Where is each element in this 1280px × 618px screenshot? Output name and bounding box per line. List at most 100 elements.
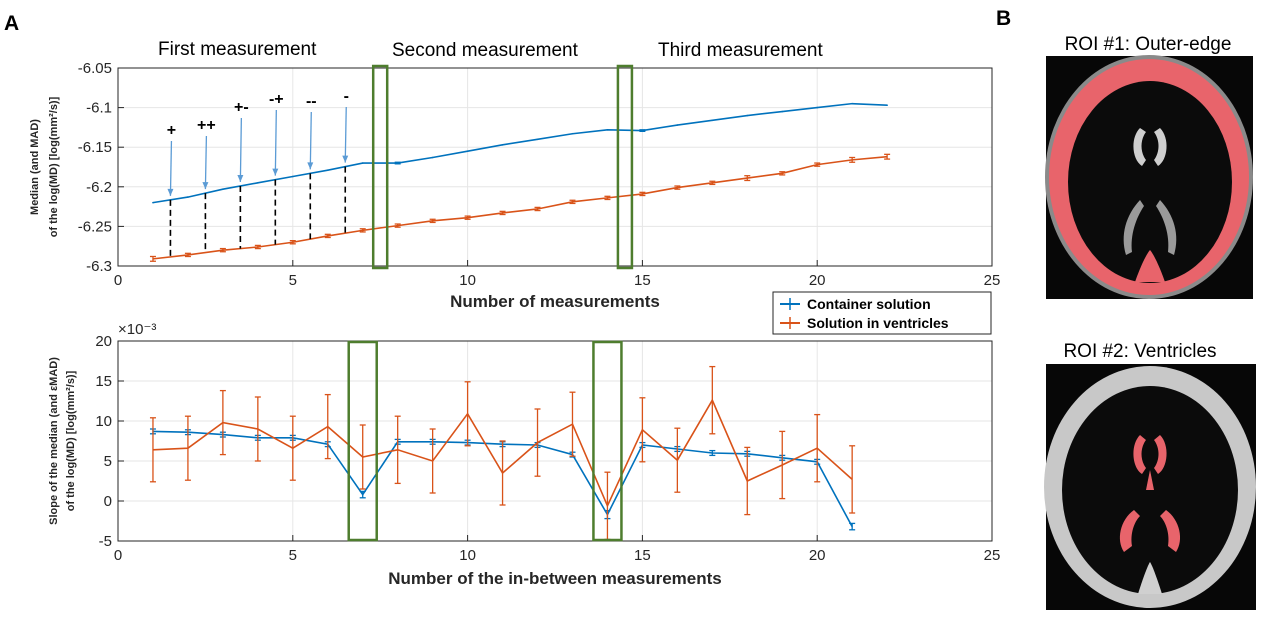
top-point-container	[292, 175, 294, 178]
bottom-x-tick-label: 5	[289, 547, 297, 564]
bottom-y-tick-label: 20	[95, 333, 112, 350]
bottom-y-tick-label: 5	[104, 453, 112, 470]
bottom-series	[149, 365, 856, 541]
top-highlight-box	[371, 64, 389, 270]
bottom-y-scale-label: ×10⁻³	[118, 321, 156, 338]
top-point-container	[606, 128, 609, 131]
bottom-x-axis-label: Number of the in-between measurements	[388, 569, 721, 588]
phase-title-third: Third measurement	[658, 40, 823, 61]
top-point-container	[501, 144, 504, 146]
top-point-container	[431, 156, 434, 159]
annotation-arrowhead	[272, 168, 279, 176]
annotation-arrow	[169, 140, 173, 196]
bottom-x-tick-label: 10	[459, 547, 476, 564]
top-point-container	[886, 104, 888, 107]
top-highlight-box	[616, 64, 634, 270]
top-ticks: 0 5 10 15 20 25 -6.05 -6.1 -6.15 -6.2 -6.25 -6.3	[78, 60, 1001, 289]
top-plot-frame	[117, 67, 993, 267]
bottom-highlight-box	[347, 340, 378, 542]
top-point-container	[326, 169, 329, 171]
annotation-arrowhead	[167, 188, 174, 196]
top-series-line-container	[152, 102, 888, 204]
bottom-y-tick-label: -5	[99, 533, 112, 550]
bottom-plot-frame	[117, 340, 993, 542]
top-chart: 0 5 10 15 20 25-6.05-6.1-6.15-6.2-6.25-6.3 + +…	[29, 60, 1000, 311]
top-x-axis-label: Number of measurements	[450, 292, 660, 311]
bottom-y-axis-label-line1: Slope of the median (and εMAD)	[48, 357, 60, 525]
top-y-tick-label: -6.2	[86, 179, 112, 196]
top-point-container	[257, 182, 259, 184]
annotation-sign: +	[167, 122, 176, 139]
bottom-y-axis-label-line2: of the log(MD) [log(mm²/s)]	[65, 370, 77, 511]
roi1-image	[1045, 55, 1253, 299]
top-point-container	[361, 162, 364, 164]
annotation-arrowhead	[237, 175, 244, 183]
annotation-sign: -+	[269, 91, 284, 108]
top-x-tick-label: 15	[634, 272, 651, 289]
top-point-container	[571, 132, 574, 135]
top-point-container	[816, 106, 818, 109]
annotation-sign: ++	[197, 117, 216, 134]
annotation-arrowhead	[342, 155, 349, 163]
top-x-tick-label: 5	[289, 272, 297, 289]
annotation-arrowhead	[202, 182, 209, 190]
bottom-x-tick-label: 0	[114, 547, 122, 564]
panel-label-a: A	[4, 12, 19, 35]
top-point-container	[781, 110, 784, 113]
bottom-x-tick-label: 20	[809, 547, 826, 564]
top-y-axis-label-line2: of the log(MD) [log(mm²/s)]	[48, 96, 60, 237]
panel-label-b: B	[996, 7, 1011, 30]
annotation-arrow	[204, 135, 208, 190]
bottom-highlight-box	[592, 340, 623, 542]
roi2-image	[1044, 364, 1256, 610]
top-y-axis-label-line1: Median (and MAD)	[29, 119, 41, 215]
bottom-grid	[117, 340, 993, 542]
top-point-container	[152, 201, 154, 204]
annotation-arrowhead	[307, 162, 314, 170]
top-point-container	[222, 188, 224, 190]
top-grid	[117, 67, 993, 267]
bottom-x-tick-label: 15	[634, 547, 651, 564]
top-series	[149, 102, 891, 262]
bottom-highlight-boxes	[347, 340, 623, 542]
annotation-arrow	[239, 117, 243, 183]
phase-title-second: Second measurement	[392, 40, 579, 61]
top-x-tick-label: 10	[459, 272, 476, 289]
top-point-container	[851, 102, 853, 105]
legend: Container solution Solution in ventricle…	[772, 291, 992, 335]
bottom-y-tick-label: 0	[104, 493, 112, 510]
annotation-sign: +-	[234, 99, 249, 116]
legend-box	[772, 291, 992, 335]
annotation-sign: -	[344, 88, 349, 105]
top-point-container	[746, 114, 749, 117]
top-point-container	[676, 124, 679, 126]
bottom-x-tick-label: 25	[984, 547, 1001, 564]
annotation-arrow	[309, 111, 312, 170]
legend-label-ventricles: Solution in ventricles	[807, 315, 949, 331]
top-y-tick-label: -6.15	[78, 139, 112, 156]
top-point-container	[536, 138, 539, 141]
top-series-line-ventricles	[152, 155, 888, 260]
top-annotations: + +++- -+ -- -	[167, 88, 349, 257]
bottom-y-tick-label: 15	[95, 373, 112, 390]
legend-label-container: Container solution	[807, 296, 931, 312]
annotation-arrow	[344, 106, 347, 163]
top-y-tick-label: -6.25	[78, 218, 112, 235]
top-point-container	[711, 119, 714, 122]
top-point-container	[187, 196, 189, 198]
top-x-tick-label: 25	[984, 272, 1001, 289]
top-y-tick-label: -6.3	[86, 258, 112, 275]
top-highlight-boxes	[371, 64, 634, 270]
top-y-tick-label: -6.1	[86, 100, 112, 117]
top-point-container	[466, 150, 469, 152]
roi2-title: ROI #2: Ventricles	[1063, 341, 1216, 362]
roi1-title: ROI #1: Outer-edge	[1065, 34, 1232, 55]
annotation-arrow	[274, 109, 277, 176]
top-x-tick-label: 20	[809, 272, 826, 289]
top-y-tick-label: -6.05	[78, 60, 112, 77]
top-x-tick-label: 0	[114, 272, 122, 289]
phase-title-first: First measurement	[158, 39, 317, 60]
